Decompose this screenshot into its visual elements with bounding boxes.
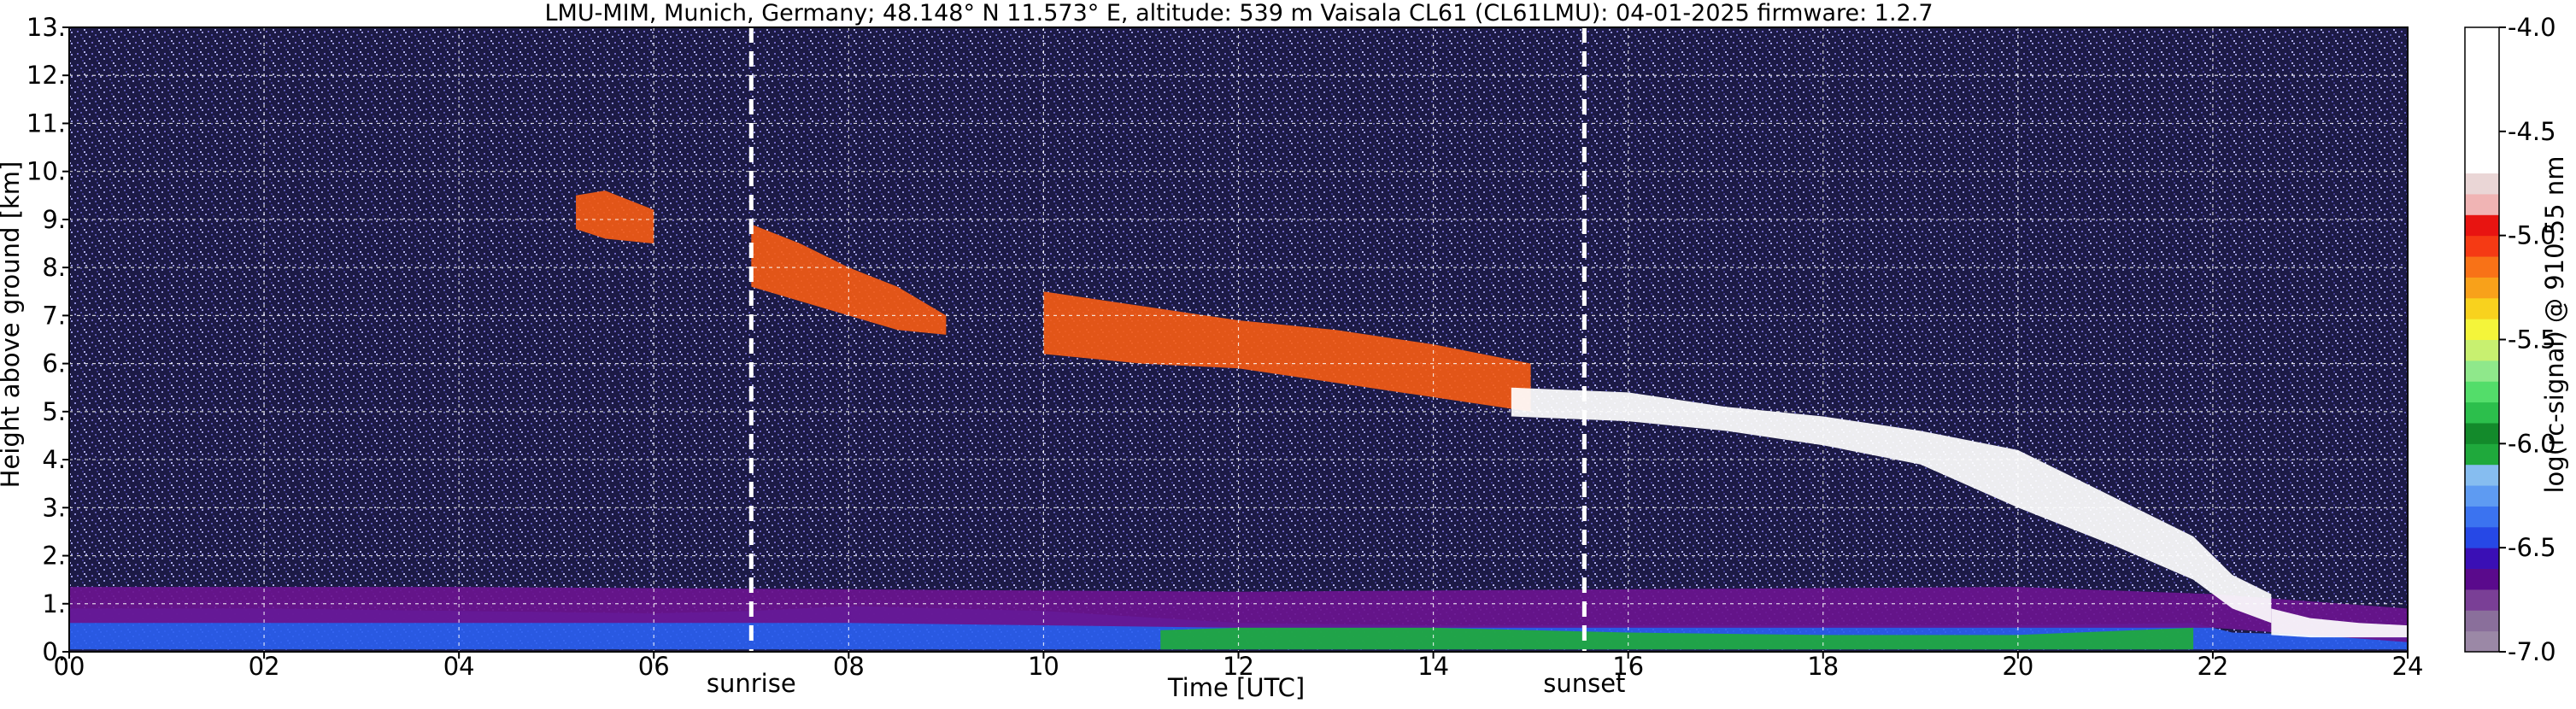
colorbar-segment-4 [2465, 548, 2499, 570]
colorbar-tick-label-3: -5.5 [2508, 325, 2556, 354]
x-tick-label-12: 24 [2392, 652, 2424, 681]
y-tick-label-7: 7. [42, 301, 66, 330]
x-tick-label-6: 12 [1223, 652, 1254, 681]
colorbar-segment-15 [2465, 319, 2499, 340]
colorbar-segment-13 [2465, 360, 2499, 382]
marker-label-0: sunrise [707, 669, 796, 698]
colorbar-tick-label-2: -6.0 [2508, 429, 2556, 458]
x-tick-label-5: 10 [1028, 652, 1059, 681]
feature-2 [1160, 627, 2194, 650]
x-tick-label-4: 08 [833, 652, 865, 681]
colorbar: -7.0 -6.5 -6.0 -5.5 -5.0 -4.5 -4.0 [2464, 13, 2556, 666]
y-axis-label: Height above ground [km] [0, 161, 25, 489]
y-tick-label-5: 5. [42, 397, 66, 426]
x-tick-label-11: 22 [2197, 652, 2228, 681]
x-tick-label-9: 18 [1807, 652, 1839, 681]
colorbar-segment-18 [2465, 256, 2499, 278]
chart-title: LMU-MIM, Munich, Germany; 48.148° N 11.5… [544, 0, 1933, 26]
colorbar-tick-label-0: -7.0 [2508, 637, 2556, 666]
y-tick-label-12: 12. [26, 61, 66, 90]
colorbar-segment-6 [2465, 506, 2499, 528]
y-tick-label-2: 2. [42, 542, 66, 571]
y-tick-label-3: 3. [42, 493, 66, 522]
colorbar-tick-label-6: -4.0 [2508, 13, 2556, 42]
x-tick-label-8: 16 [1612, 652, 1644, 681]
y-tick-label-0: 0. [42, 637, 66, 666]
colorbar-segment-12 [2465, 381, 2499, 403]
feature-4 [751, 224, 947, 335]
colorbar-segment-17 [2465, 277, 2499, 299]
colorbar-tick-label-1: -6.5 [2508, 533, 2556, 562]
colorbar-tick-label-4: -5.0 [2508, 221, 2556, 250]
x-tick-label-3: 06 [638, 652, 670, 681]
colorbar-segment-0 [2465, 630, 2499, 653]
colorbar-tick-label-5: -4.5 [2508, 117, 2556, 146]
colorbar-segment-7 [2465, 485, 2499, 507]
colorbar-segment-10 [2465, 422, 2499, 444]
colorbar-segment-8 [2465, 464, 2499, 486]
colorbar-segment-19 [2465, 235, 2499, 257]
y-tick-label-1: 1. [42, 589, 66, 618]
y-tick-label-11: 11. [26, 108, 66, 138]
feature-5 [1043, 291, 1531, 412]
colorbar-segment-14 [2465, 339, 2499, 361]
colorbar-segment-21 [2465, 193, 2499, 215]
colorbar-segment-5 [2465, 526, 2499, 548]
y-tick-label-4: 4. [42, 445, 66, 474]
colorbar-segment-1 [2465, 610, 2499, 632]
colorbar-label: log(rc-signal) @ 910.55 nm [2540, 155, 2569, 493]
x-tick-label-10: 20 [2002, 652, 2033, 681]
feature-3 [576, 190, 654, 244]
y-tick-label-8: 8. [42, 253, 66, 282]
colorbar-segment-23 [2465, 27, 2499, 174]
marker-label-1: sunset [1543, 669, 1625, 698]
x-axis-label: Time [UTC] [1167, 673, 1305, 702]
x-tick-label-1: 02 [249, 652, 280, 681]
colorbar-segment-16 [2465, 297, 2499, 319]
y-tick-label-6: 6. [42, 349, 66, 378]
colorbar-segment-22 [2465, 173, 2499, 195]
colorbar-segment-20 [2465, 214, 2499, 237]
y-tick-label-13: 13. [26, 13, 66, 42]
feature-7 [2271, 608, 2408, 638]
x-tick-label-2: 04 [443, 652, 475, 681]
y-tick-label-10: 10. [26, 157, 66, 186]
colorbar-segment-2 [2465, 589, 2499, 611]
x-tick-label-7: 14 [1417, 652, 1449, 681]
colorbar-segment-3 [2465, 568, 2499, 590]
y-tick-label-9: 9. [42, 205, 66, 234]
colorbar-segment-9 [2465, 443, 2499, 466]
x-tick-label-0: 00 [54, 652, 85, 681]
colorbar-segment-11 [2465, 401, 2499, 424]
plot-area: sunrise sunset 00 02 04 06 08 10 12 14 16 18 20 22 24 0… [26, 13, 2424, 698]
